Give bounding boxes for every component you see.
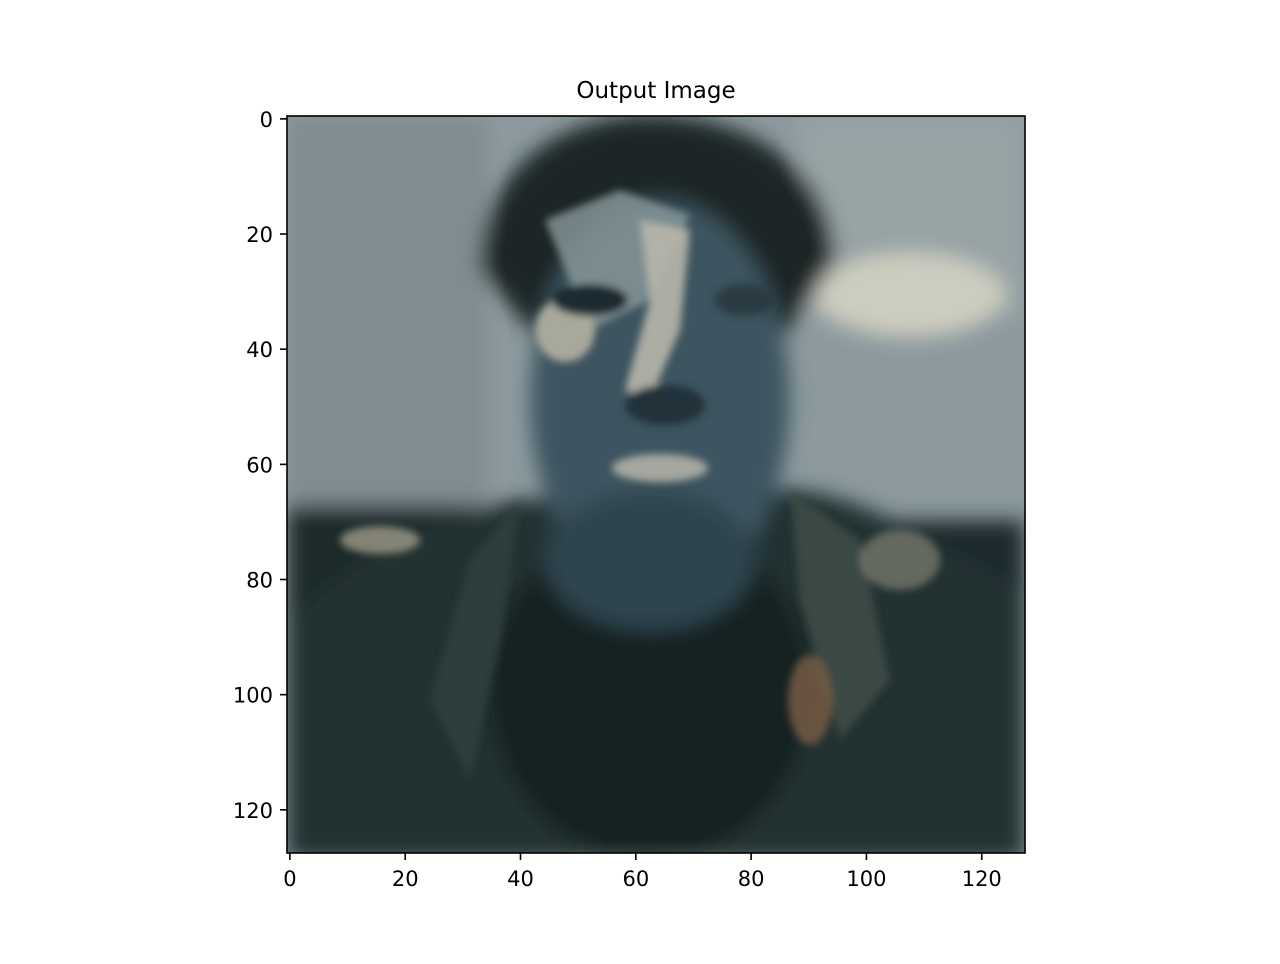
y-tick-label: 120 bbox=[233, 799, 273, 823]
x-tick-label: 60 bbox=[622, 867, 649, 891]
light-patch bbox=[815, 253, 1005, 337]
x-tick-label: 40 bbox=[507, 867, 534, 891]
x-tick-label: 120 bbox=[962, 867, 1002, 891]
chart-title: Output Image bbox=[576, 78, 735, 104]
y-tick-label: 40 bbox=[246, 338, 273, 362]
y-tick-label: 60 bbox=[246, 453, 273, 477]
wall-left-shade bbox=[287, 116, 487, 536]
lips bbox=[612, 454, 708, 482]
y-axis-ticks: 0 20 40 60 80 100 120 bbox=[233, 108, 287, 823]
output-image bbox=[287, 116, 1025, 853]
nose-highlight bbox=[625, 220, 690, 400]
y-tick-label: 80 bbox=[246, 569, 273, 593]
y-tick-label: 20 bbox=[246, 223, 273, 247]
collar-accent bbox=[788, 655, 832, 745]
jacket-highlight-right bbox=[860, 530, 940, 590]
x-tick-label: 20 bbox=[392, 867, 419, 891]
axes-frame bbox=[286, 115, 1026, 854]
x-axis-ticks: 0 20 40 60 80 100 120 bbox=[283, 853, 1002, 891]
shoulder-accent bbox=[340, 526, 420, 554]
x-tick-label: 0 bbox=[283, 867, 296, 891]
y-tick-label: 0 bbox=[260, 108, 273, 132]
left-eye bbox=[552, 284, 628, 316]
neck bbox=[545, 490, 755, 630]
x-tick-label: 100 bbox=[846, 867, 886, 891]
collar-right bbox=[790, 490, 890, 740]
y-tick-label: 100 bbox=[233, 684, 273, 708]
collar-left bbox=[430, 500, 520, 780]
right-eye bbox=[715, 284, 775, 316]
x-tick-label: 80 bbox=[738, 867, 765, 891]
nose-shadow bbox=[625, 385, 705, 425]
